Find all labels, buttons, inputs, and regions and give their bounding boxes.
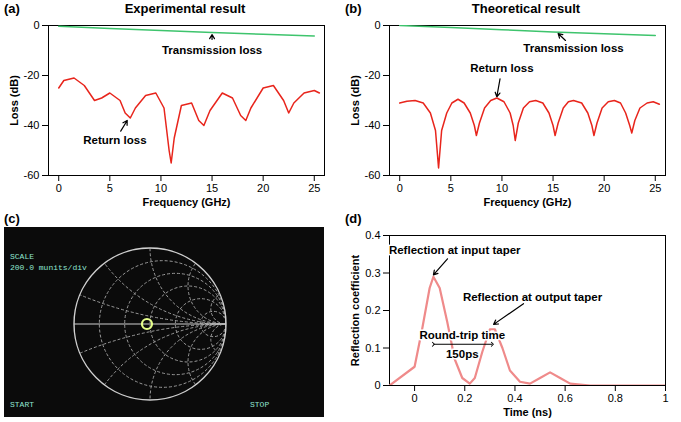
html-text:(b): (b) <box>345 1 362 16</box>
svg-text:0.6: 0.6 <box>557 392 572 404</box>
svg-text:25: 25 <box>308 182 320 194</box>
svg-text:0: 0 <box>397 182 403 194</box>
svg-text:0.2: 0.2 <box>365 304 380 316</box>
svg-text:0.4: 0.4 <box>507 392 522 404</box>
svg-text:-60: -60 <box>365 169 381 181</box>
svg-text:Return loss: Return loss <box>470 62 533 74</box>
svg-text:Transmission loss: Transmission loss <box>162 44 262 56</box>
html-text:(a): (a) <box>4 1 20 16</box>
svg-text:Loss (dB): Loss (dB) <box>349 75 361 126</box>
svg-text:0: 0 <box>374 19 380 31</box>
svg-text:STOP: STOP <box>250 400 269 409</box>
svg-text:25: 25 <box>649 182 661 194</box>
svg-text:SCALE: SCALE <box>10 252 34 261</box>
svg-text:0: 0 <box>33 19 39 31</box>
svg-text:Reflection coefficient: Reflection coefficient <box>349 255 361 367</box>
svg-text:-40: -40 <box>365 119 381 131</box>
svg-text:-60: -60 <box>24 169 40 181</box>
svg-text:START: START <box>10 400 34 409</box>
svg-text:Time (ns): Time (ns) <box>503 406 552 418</box>
svg-text:15: 15 <box>547 182 559 194</box>
html-text:Experimental result: Experimental result <box>124 1 246 16</box>
svg-text:20: 20 <box>598 182 610 194</box>
svg-text:Reflection at input taper: Reflection at input taper <box>389 244 521 256</box>
svg-text:Round-trip time: Round-trip time <box>419 329 505 341</box>
svg-text:-40: -40 <box>24 119 40 131</box>
svg-text:0.2: 0.2 <box>457 392 472 404</box>
svg-text:0: 0 <box>374 379 380 391</box>
svg-text:Transmission loss: Transmission loss <box>523 42 623 54</box>
svg-text:15: 15 <box>206 182 218 194</box>
svg-text:Return loss: Return loss <box>83 134 146 146</box>
svg-text:0.4: 0.4 <box>365 229 380 241</box>
svg-text:5: 5 <box>448 182 454 194</box>
svg-text:0.3: 0.3 <box>365 267 380 279</box>
svg-text:-20: -20 <box>365 69 381 81</box>
svg-text:0.1: 0.1 <box>365 342 380 354</box>
html-text:(d): (d) <box>345 211 362 226</box>
svg-text:0: 0 <box>412 392 418 404</box>
svg-text:Reflection at output taper: Reflection at output taper <box>463 291 603 303</box>
html-text:(c): (c) <box>4 211 20 226</box>
svg-text:20: 20 <box>257 182 269 194</box>
svg-text:10: 10 <box>496 182 508 194</box>
svg-text:Loss (dB): Loss (dB) <box>8 75 20 126</box>
svg-text:10: 10 <box>155 182 167 194</box>
svg-text:200.0 munits/div: 200.0 munits/div <box>10 263 87 272</box>
svg-text:5: 5 <box>107 182 113 194</box>
svg-text:0.8: 0.8 <box>608 392 623 404</box>
svg-text:1: 1 <box>662 392 668 404</box>
svg-text:-20: -20 <box>24 69 40 81</box>
svg-text:150ps: 150ps <box>446 348 479 360</box>
svg-text:Frequency (GHz): Frequency (GHz) <box>483 196 571 208</box>
svg-text:Frequency (GHz): Frequency (GHz) <box>142 196 230 208</box>
svg-text:0: 0 <box>56 182 62 194</box>
html-text:Theoretical result: Theoretical result <box>471 1 581 16</box>
